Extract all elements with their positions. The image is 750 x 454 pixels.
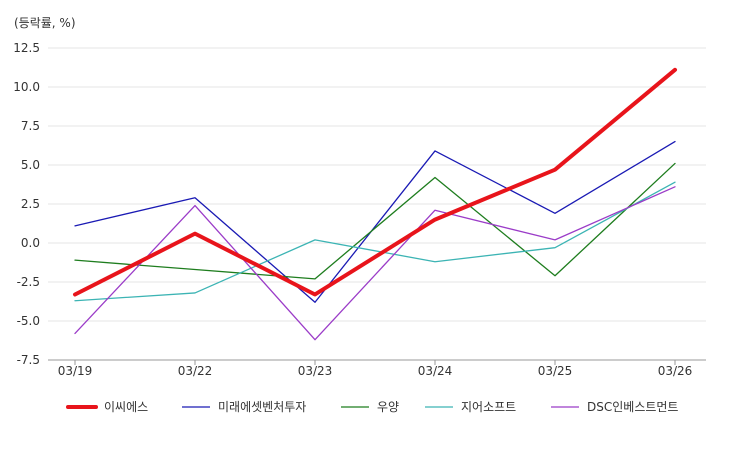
series-line bbox=[74, 186, 676, 341]
series-line bbox=[74, 162, 676, 280]
y-tick-label: -7.5 bbox=[17, 353, 40, 367]
x-tick-label: 03/23 bbox=[298, 364, 333, 378]
x-tick-label: 03/22 bbox=[178, 364, 213, 378]
legend-label: 미래에셋벤처투자 bbox=[218, 400, 306, 414]
y-tick-label: 7.5 bbox=[21, 119, 40, 133]
y-tick-label: -2.5 bbox=[17, 275, 40, 289]
x-tick-label: 03/24 bbox=[418, 364, 453, 378]
x-tick-label: 03/19 bbox=[58, 364, 93, 378]
legend-label: DSC인베스트먼트 bbox=[587, 400, 678, 414]
legend-label: 우양 bbox=[377, 400, 399, 414]
legend-label: 이씨에스 bbox=[104, 400, 148, 414]
y-unit-label: (등락률, %) bbox=[14, 16, 76, 30]
y-tick-label: 0.0 bbox=[21, 236, 40, 250]
series-line bbox=[73, 67, 677, 297]
x-tick-label: 03/26 bbox=[658, 364, 693, 378]
y-tick-label: -5.0 bbox=[17, 314, 40, 328]
y-tick-label: 10.0 bbox=[13, 80, 40, 94]
y-tick-label: 5.0 bbox=[21, 158, 40, 172]
x-tick-label: 03/25 bbox=[538, 364, 573, 378]
y-tick-label: 2.5 bbox=[21, 197, 40, 211]
series-line bbox=[74, 140, 676, 303]
series-line bbox=[74, 181, 676, 302]
y-tick-label: 12.5 bbox=[13, 41, 40, 55]
legend-label: 지어소프트 bbox=[461, 400, 516, 414]
